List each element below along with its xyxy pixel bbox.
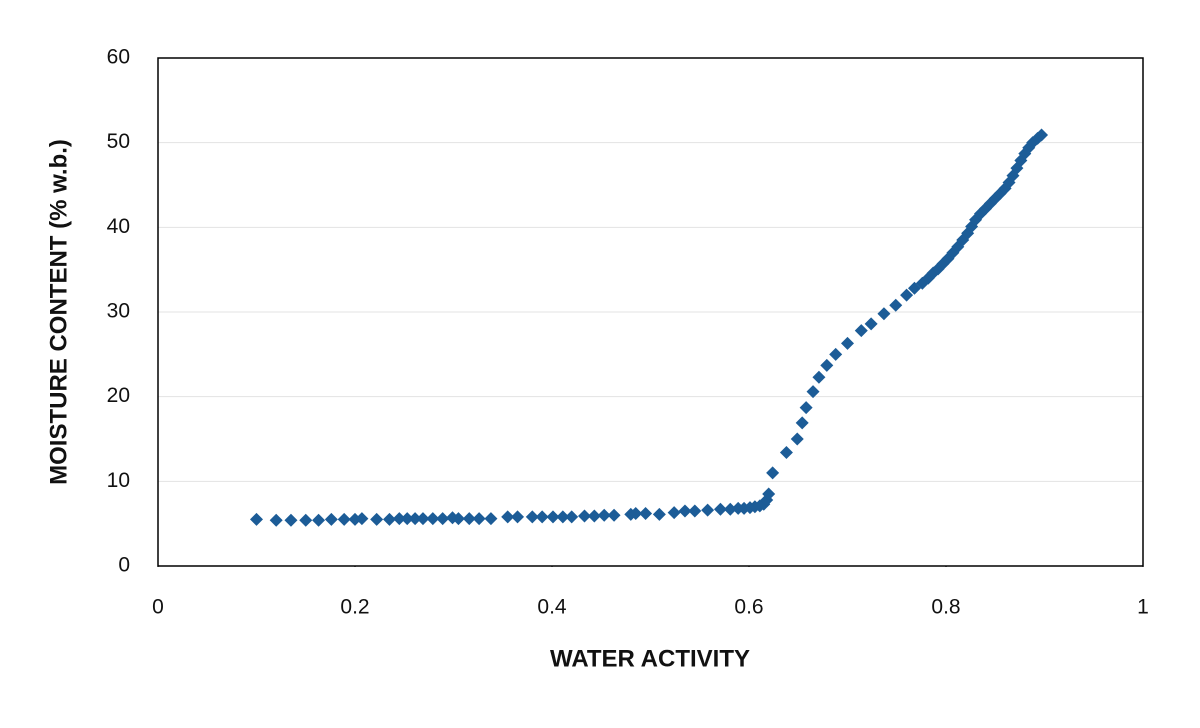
plot-frame — [157, 57, 1144, 567]
point — [678, 504, 692, 518]
point — [854, 324, 868, 338]
point — [382, 512, 396, 526]
y-tick-label: 50 — [107, 130, 130, 153]
point — [820, 358, 834, 372]
point — [400, 512, 414, 526]
point — [578, 509, 592, 523]
point — [766, 466, 780, 480]
point — [795, 416, 809, 430]
point — [652, 507, 666, 521]
y-tick-label: 60 — [107, 46, 130, 69]
point — [900, 288, 914, 302]
point — [812, 370, 826, 384]
point — [462, 512, 476, 526]
point — [355, 512, 369, 526]
point — [535, 510, 549, 524]
point — [799, 401, 813, 415]
point — [688, 504, 702, 518]
point — [426, 512, 440, 526]
point — [565, 510, 579, 524]
point — [597, 508, 611, 522]
y-tick-label: 20 — [107, 384, 130, 407]
point — [713, 502, 727, 516]
point — [546, 510, 560, 524]
point — [829, 347, 843, 361]
y-tick-label: 40 — [107, 215, 130, 238]
x-tick-label: 0 — [152, 596, 164, 619]
x-tick-label: 0.4 — [537, 596, 567, 619]
y-tick-label: 30 — [107, 300, 130, 323]
point — [806, 385, 820, 399]
x-tick-label: 0.8 — [931, 596, 960, 619]
point — [511, 510, 525, 524]
point — [864, 317, 878, 331]
point — [525, 510, 539, 524]
y-axis-title: MOISTURE CONTENT (% w.b.) — [45, 139, 72, 485]
point — [408, 512, 422, 526]
point — [723, 502, 737, 516]
point — [451, 512, 465, 526]
point — [841, 336, 854, 350]
point — [312, 513, 326, 527]
x-tick-label: 0.2 — [340, 596, 369, 619]
point — [299, 513, 313, 527]
point — [779, 446, 793, 460]
point — [701, 503, 715, 517]
point — [392, 512, 406, 526]
point — [250, 512, 263, 526]
y-tick-label: 10 — [107, 469, 130, 492]
point — [639, 507, 653, 521]
point — [501, 510, 515, 524]
point — [284, 513, 298, 527]
point — [337, 512, 351, 526]
point — [667, 506, 681, 520]
point — [587, 509, 601, 523]
point — [472, 512, 486, 526]
point — [556, 510, 570, 524]
x-tick-label: 1 — [1137, 596, 1149, 619]
x-tick-label: 0.6 — [734, 596, 763, 619]
point — [790, 432, 804, 446]
point — [877, 307, 891, 321]
point — [1035, 128, 1049, 142]
point — [370, 512, 384, 526]
point — [436, 512, 450, 526]
x-axis-title: WATER ACTIVITY — [550, 645, 750, 672]
point — [629, 507, 643, 521]
y-tick-label: 0 — [118, 554, 130, 577]
point — [889, 298, 903, 312]
point — [269, 513, 283, 527]
point — [324, 512, 338, 526]
point — [484, 512, 498, 526]
point — [416, 512, 430, 526]
point — [762, 487, 776, 501]
point — [607, 508, 621, 522]
